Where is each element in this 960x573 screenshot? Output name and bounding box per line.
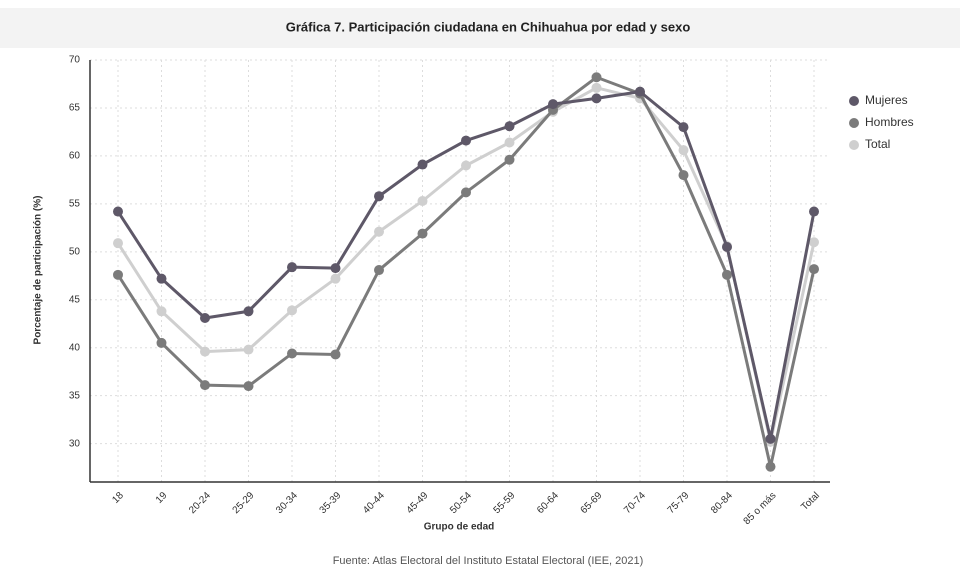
data-point [504, 154, 515, 165]
data-point [243, 381, 254, 392]
data-point [113, 269, 123, 280]
data-point [417, 228, 428, 239]
data-point [156, 337, 167, 348]
data-point [635, 86, 645, 97]
data-point [548, 99, 558, 110]
x-tick-label: 85 o más [742, 490, 779, 527]
x-tick-label: 70-74 [622, 490, 648, 516]
chart-title: Gráfica 7. Participación ciudadana en Ch… [286, 19, 691, 34]
data-point [504, 137, 515, 148]
data-point [591, 82, 602, 93]
y-tick-label: 30 [69, 438, 81, 449]
legend-swatch [849, 118, 859, 128]
x-tick-label: 19 [154, 490, 170, 506]
data-point [809, 206, 819, 217]
y-tick-label: 70 [69, 55, 81, 66]
data-point [765, 433, 776, 444]
data-point [200, 380, 210, 391]
data-point [374, 191, 384, 202]
data-point [678, 170, 689, 181]
title-band [0, 8, 960, 48]
x-tick-label: 30-34 [274, 490, 300, 516]
legend-swatch [849, 140, 859, 150]
data-point [287, 262, 297, 273]
data-point [330, 349, 341, 360]
data-point [243, 344, 254, 355]
data-point [504, 121, 515, 132]
data-point [591, 72, 602, 83]
x-tick-label: 20-24 [187, 490, 213, 516]
legend-label: Hombres [865, 115, 914, 129]
x-tick-label: 45-49 [405, 490, 431, 516]
data-point [678, 122, 689, 133]
data-point [809, 264, 819, 275]
data-point [287, 348, 297, 359]
x-tick-label: 60-64 [535, 490, 561, 516]
y-tick-label: 65 [69, 103, 81, 114]
source-note: Fuente: Atlas Electoral del Instituto Es… [333, 555, 644, 567]
x-tick-label: 80-84 [709, 490, 735, 516]
y-axis-label: Porcentaje de participación (%) [33, 196, 44, 345]
x-tick-label: 55-59 [492, 490, 518, 516]
data-point [417, 159, 428, 170]
data-point [287, 305, 297, 316]
x-tick-label: 18 [110, 490, 126, 506]
data-point [722, 242, 732, 253]
x-tick-label: 35-39 [318, 490, 344, 516]
x-axis-label: Grupo de edad [424, 522, 495, 533]
y-tick-label: 40 [69, 342, 81, 353]
data-point [330, 273, 341, 284]
data-point [156, 306, 167, 317]
y-tick-label: 55 [69, 199, 81, 210]
data-point [809, 237, 819, 248]
data-point [591, 93, 602, 104]
x-tick-label: 50-54 [448, 490, 474, 516]
data-point [156, 273, 167, 284]
legend-swatch [849, 96, 859, 106]
data-point [243, 306, 254, 317]
data-point [200, 346, 210, 357]
x-tick-label: 25-29 [231, 490, 257, 516]
data-point [374, 226, 384, 237]
data-point [417, 195, 428, 206]
legend-label: Total [865, 137, 890, 151]
y-tick-label: 60 [69, 151, 81, 162]
y-tick-label: 45 [69, 294, 81, 305]
data-point [678, 145, 689, 156]
data-point [113, 206, 123, 217]
data-point [374, 265, 384, 276]
data-point [722, 269, 732, 280]
y-tick-label: 50 [69, 246, 81, 257]
legend-label: Mujeres [865, 93, 908, 107]
data-point [461, 160, 471, 171]
data-point [200, 312, 210, 323]
x-tick-label: Total [799, 490, 822, 513]
data-point [765, 461, 776, 472]
x-tick-label: 40-44 [361, 490, 387, 516]
data-point [330, 263, 341, 274]
data-point [461, 135, 471, 146]
data-point [113, 238, 123, 249]
x-tick-label: 75-79 [666, 490, 692, 516]
data-point [461, 187, 471, 198]
y-tick-label: 35 [69, 390, 81, 401]
x-tick-label: 65-69 [579, 490, 605, 516]
